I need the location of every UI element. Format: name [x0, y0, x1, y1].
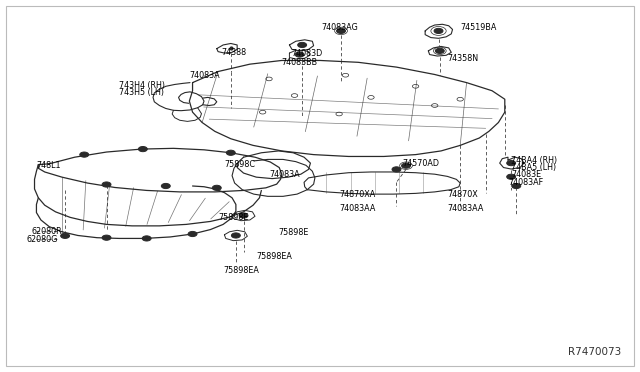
Text: 74870X: 74870X [447, 190, 478, 199]
Text: 74519BA: 74519BA [460, 23, 497, 32]
Circle shape [512, 183, 521, 189]
Circle shape [102, 182, 111, 187]
Text: 74083D: 74083D [291, 49, 323, 58]
Text: 74083AF: 74083AF [508, 178, 543, 187]
Circle shape [142, 236, 151, 241]
Text: 748L1: 748L1 [36, 161, 61, 170]
Text: 74083A: 74083A [269, 170, 300, 179]
Circle shape [161, 183, 170, 189]
Circle shape [61, 233, 70, 238]
Text: 75898E: 75898E [278, 228, 309, 237]
Circle shape [102, 235, 111, 240]
Circle shape [392, 167, 401, 172]
Circle shape [232, 233, 241, 238]
Text: 74083E: 74083E [511, 170, 541, 179]
Text: 743H4 (RH): 743H4 (RH) [119, 81, 165, 90]
Circle shape [212, 185, 221, 190]
Circle shape [239, 213, 248, 218]
Text: 74BA4 (RH): 74BA4 (RH) [511, 155, 557, 165]
Text: 74388: 74388 [221, 48, 246, 57]
Circle shape [295, 52, 304, 57]
Text: 74083A: 74083A [189, 71, 220, 80]
Circle shape [227, 150, 236, 155]
Text: 74BA5 (LH): 74BA5 (LH) [511, 163, 556, 172]
Text: 743H5 (LH): 743H5 (LH) [119, 89, 164, 97]
Text: 74083AA: 74083AA [447, 203, 484, 213]
Text: 75898EA: 75898EA [223, 266, 259, 275]
Circle shape [401, 163, 410, 168]
Circle shape [435, 48, 444, 54]
Text: 74083AA: 74083AA [339, 203, 376, 213]
Text: 74083BB: 74083BB [282, 58, 318, 67]
Circle shape [188, 231, 197, 237]
Text: 74870XA: 74870XA [339, 190, 376, 199]
Text: 62080G: 62080G [27, 235, 58, 244]
Text: 62080R: 62080R [32, 227, 63, 235]
Circle shape [434, 28, 443, 33]
Text: 74358N: 74358N [447, 54, 479, 63]
Circle shape [80, 152, 89, 157]
Circle shape [507, 161, 516, 166]
Text: 75898C: 75898C [225, 160, 255, 169]
Text: R7470073: R7470073 [568, 347, 621, 357]
Circle shape [298, 42, 307, 48]
Circle shape [337, 28, 346, 33]
Circle shape [138, 147, 147, 152]
Text: 74570AD: 74570AD [403, 158, 440, 168]
Circle shape [507, 174, 516, 179]
Text: 75898E: 75898E [218, 213, 248, 222]
Text: 74083AG: 74083AG [321, 23, 358, 32]
Text: 75898EA: 75898EA [256, 252, 292, 262]
